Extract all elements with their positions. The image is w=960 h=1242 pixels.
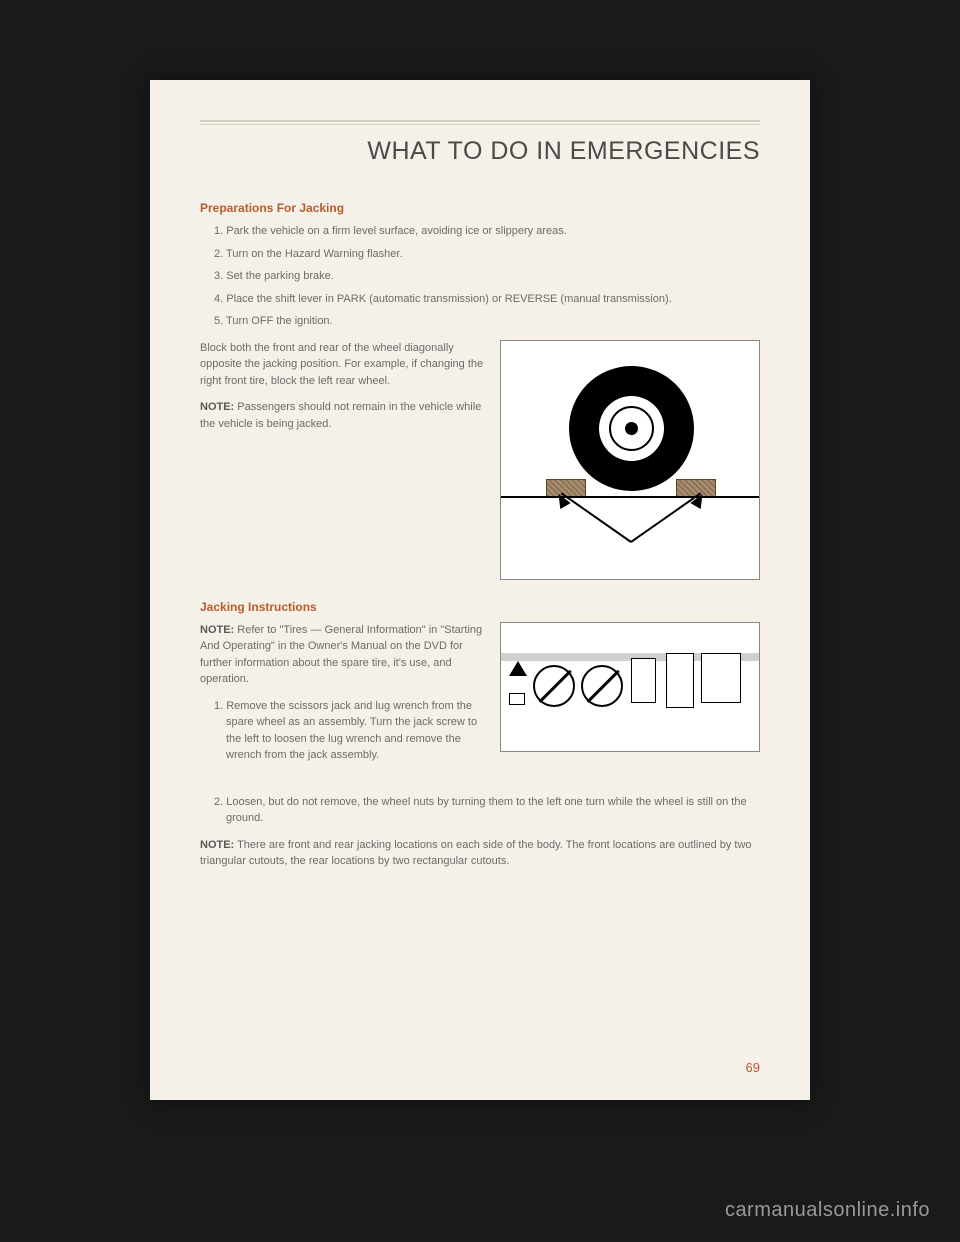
content-row-1: Block both the front and rear of the whe…: [200, 340, 760, 580]
block-wheel-text: Block both the front and rear of the whe…: [200, 340, 485, 390]
jacking-steps-part2: 2. Loosen, but do not remove, the wheel …: [200, 794, 760, 827]
note-tires-info: NOTE: Refer to "Tires — General Informat…: [200, 622, 485, 688]
warning-label-diagram: [500, 622, 760, 752]
list-item: 1. Remove the scissors jack and lug wren…: [214, 698, 485, 764]
no-incline-icon: [581, 665, 623, 707]
figure-column: [500, 340, 760, 580]
text-column: Block both the front and rear of the whe…: [200, 340, 485, 580]
text-column: NOTE: Refer to "Tires — General Informat…: [200, 622, 485, 774]
manual-book-icon: [509, 693, 525, 705]
tire-hub-icon: [625, 422, 638, 435]
note-jacking-locations: NOTE: There are front and rear jacking l…: [200, 837, 760, 870]
note-label: NOTE:: [200, 401, 234, 413]
list-item: 4. Place the shift lever in PARK (automa…: [214, 291, 760, 308]
park-brake-icon: [631, 658, 656, 703]
content-row-2: NOTE: Refer to "Tires — General Informat…: [200, 622, 760, 774]
header-rule-top: [200, 120, 760, 122]
watermark-text: carmanualsonline.info: [725, 1199, 930, 1222]
warning-triangle-icon: [509, 661, 527, 676]
note-text: Refer to "Tires — General Information" i…: [200, 624, 482, 686]
jacking-steps-part1: 1. Remove the scissors jack and lug wren…: [200, 698, 485, 764]
section-heading-instructions: Jacking Instructions: [200, 600, 760, 614]
manual-page: WHAT TO DO IN EMERGENCIES Preparations F…: [150, 80, 810, 1100]
list-item: 5. Turn OFF the ignition.: [214, 313, 760, 330]
jack-position-icon: [666, 653, 694, 708]
ground-line-icon: [501, 496, 759, 498]
note-text: There are front and rear jacking locatio…: [200, 839, 752, 868]
preparations-steps: 1. Park the vehicle on a firm level surf…: [200, 223, 760, 330]
no-under-vehicle-icon: [533, 665, 575, 707]
wheel-chock-left-icon: [546, 479, 586, 497]
hazard-button-icon: [701, 653, 741, 703]
list-item: 3. Set the parking brake.: [214, 268, 760, 285]
section-heading-preparations: Preparations For Jacking: [200, 201, 760, 215]
note-label: NOTE:: [200, 624, 234, 636]
arrow-line-right-icon: [630, 492, 701, 542]
arrow-line-left-icon: [561, 492, 632, 542]
list-item: 2. Turn on the Hazard Warning flasher.: [214, 246, 760, 263]
note-text: Passengers should not remain in the vehi…: [200, 401, 481, 430]
note-passengers: NOTE: Passengers should not remain in th…: [200, 399, 485, 432]
list-item: 1. Park the vehicle on a firm level surf…: [214, 223, 760, 240]
note-label: NOTE:: [200, 839, 234, 851]
header-rule-bottom: [200, 124, 760, 125]
chapter-title: WHAT TO DO IN EMERGENCIES: [200, 137, 760, 166]
wheel-chock-diagram: [500, 340, 760, 580]
page-number: 69: [746, 1060, 760, 1075]
figure-column: [500, 622, 760, 774]
list-item: 2. Loosen, but do not remove, the wheel …: [214, 794, 760, 827]
